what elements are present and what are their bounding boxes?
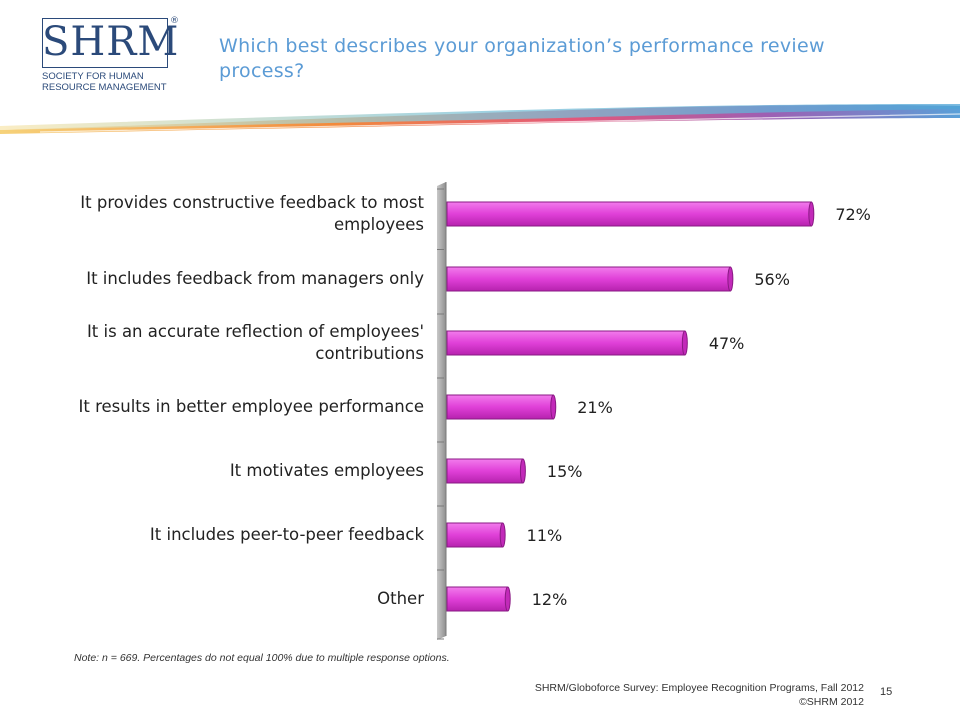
- logo-box: [42, 18, 168, 68]
- bar: [446, 522, 506, 548]
- page-number: 15: [880, 686, 893, 698]
- bar-body: [446, 330, 686, 356]
- logo-letters: SHRM: [42, 19, 180, 65]
- shrm-logo: SHRM ® SOCIETY FOR HUMAN RESOURCE MANAGE…: [42, 16, 180, 98]
- bar-body: [446, 266, 731, 292]
- category-label: It motivates employees: [229, 461, 424, 480]
- bar-body: [446, 394, 554, 420]
- data-label: 15%: [547, 462, 583, 481]
- bar-cap: [550, 394, 557, 420]
- source-line-2: ©SHRM 2012: [799, 696, 864, 708]
- bar-cap: [681, 330, 688, 356]
- bar: [446, 266, 734, 292]
- bar: [446, 330, 688, 356]
- category-label: It includes peer-to-peer feedback: [149, 525, 424, 544]
- bar-cap: [499, 522, 506, 548]
- bar: [446, 394, 557, 420]
- source-citation: SHRM/Globoforce Survey: Employee Recogni…: [535, 681, 864, 709]
- bar: [446, 586, 511, 612]
- category-label: It provides constructive feedback to mos…: [80, 193, 424, 234]
- logo-registered-mark: ®: [170, 16, 179, 26]
- data-label: 72%: [835, 205, 871, 224]
- bar-cap: [519, 458, 526, 484]
- page-title: Which best describes your organization’s…: [219, 35, 825, 82]
- bar-body: [446, 586, 509, 612]
- data-label: 21%: [577, 398, 613, 417]
- bar: [446, 201, 815, 227]
- category-label: It results in better employee performanc…: [78, 397, 425, 416]
- logo-subtitle: SOCIETY FOR HUMAN RESOURCE MANAGEMENT: [42, 71, 167, 93]
- data-label: 12%: [532, 590, 568, 609]
- data-label: 56%: [754, 270, 790, 289]
- footnote: Note: n = 669. Percentages do not equal …: [74, 652, 450, 664]
- source-line-1: SHRM/Globoforce Survey: Employee Recogni…: [534, 682, 864, 694]
- data-label: 47%: [709, 334, 745, 353]
- bar-body: [446, 458, 524, 484]
- bar-body: [446, 522, 504, 548]
- category-label: It is an accurate reflection of employee…: [86, 322, 424, 363]
- bar-cap: [808, 201, 815, 227]
- category-label: Other: [377, 589, 424, 608]
- data-label: 11%: [527, 526, 563, 545]
- header-swoosh: [0, 104, 960, 134]
- y-axis-wall: [437, 182, 446, 640]
- category-label: It includes feedback from managers only: [86, 269, 424, 288]
- bar: [446, 458, 526, 484]
- bar-cap: [727, 266, 734, 292]
- bar-body: [446, 201, 812, 227]
- bar-cap: [504, 586, 511, 612]
